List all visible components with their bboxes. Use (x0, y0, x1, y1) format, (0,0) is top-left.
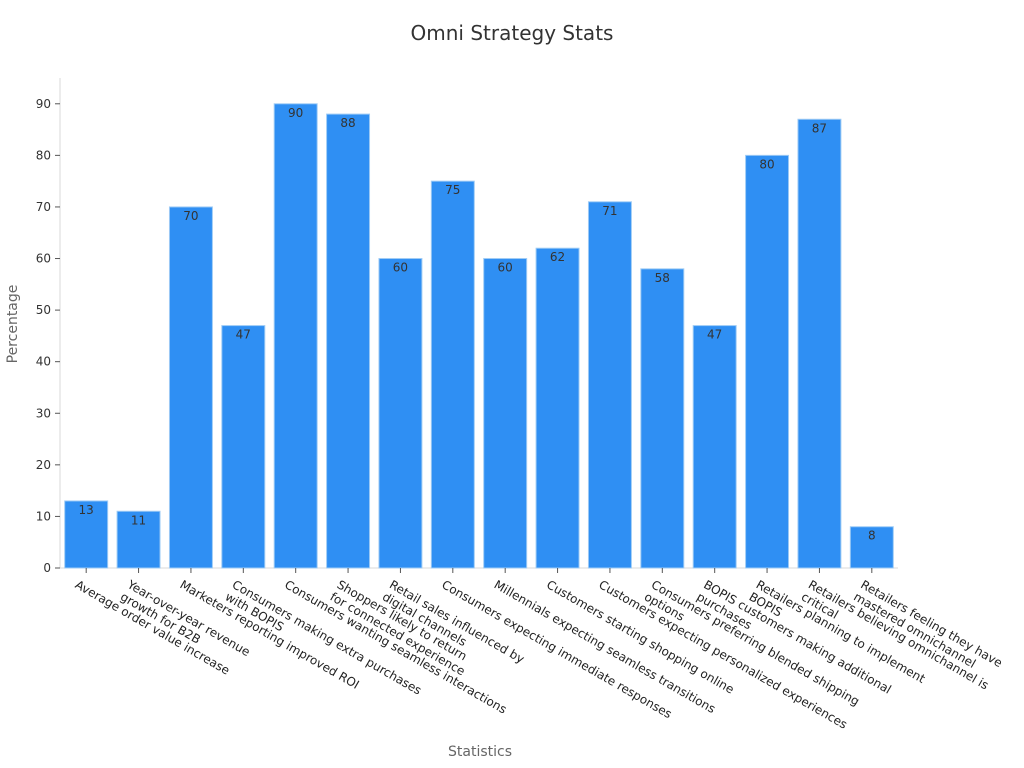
bar (221, 325, 266, 569)
bar-value-label: 60 (498, 261, 513, 275)
bar-value-label: 47 (707, 328, 722, 342)
bar-value-label: 87 (812, 121, 827, 135)
bar (745, 154, 790, 569)
bar-value-label: 80 (759, 157, 774, 171)
bar-value-label: 60 (393, 261, 408, 275)
category-label-line: mastered omnichannel (851, 590, 978, 671)
bar-value-label: 71 (602, 204, 617, 218)
bar (326, 113, 371, 569)
y-tick-label: 90 (36, 97, 51, 111)
bar (483, 258, 528, 569)
bar (378, 258, 423, 569)
bar (430, 180, 475, 569)
bar-value-label: 58 (655, 271, 670, 285)
bar (535, 247, 580, 569)
x-axis-title: Statistics (448, 744, 512, 760)
bar (64, 500, 109, 569)
bar-value-label: 90 (288, 106, 303, 120)
bar-value-label: 70 (183, 209, 198, 223)
bar-value-label: 88 (340, 116, 355, 130)
bar-value-label: 62 (550, 250, 565, 264)
chart-title: Omni Strategy Stats (411, 21, 614, 45)
bar (797, 118, 842, 569)
y-tick-label: 50 (36, 303, 51, 317)
y-tick-label: 30 (36, 406, 51, 420)
category-label: Retailers feeling they havemastered omni… (851, 577, 1004, 682)
bar-value-label: 13 (79, 503, 94, 517)
bar-value-label: 75 (445, 183, 460, 197)
bar-value-label: 8 (868, 529, 876, 543)
bar-value-label: 47 (236, 328, 251, 342)
y-tick-label: 60 (36, 252, 51, 266)
y-tick-label: 40 (36, 355, 51, 369)
y-tick-label: 0 (43, 561, 51, 575)
y-tick-label: 10 (36, 509, 51, 523)
bar (692, 325, 737, 569)
bar (640, 268, 685, 569)
y-tick-label: 20 (36, 458, 51, 472)
bar-value-label: 11 (131, 513, 146, 527)
bar (273, 103, 318, 569)
y-tick-label: 70 (36, 200, 51, 214)
bar (168, 206, 213, 569)
bar (587, 201, 632, 569)
y-axis-title: Percentage (5, 285, 21, 364)
y-tick-label: 80 (36, 148, 51, 162)
